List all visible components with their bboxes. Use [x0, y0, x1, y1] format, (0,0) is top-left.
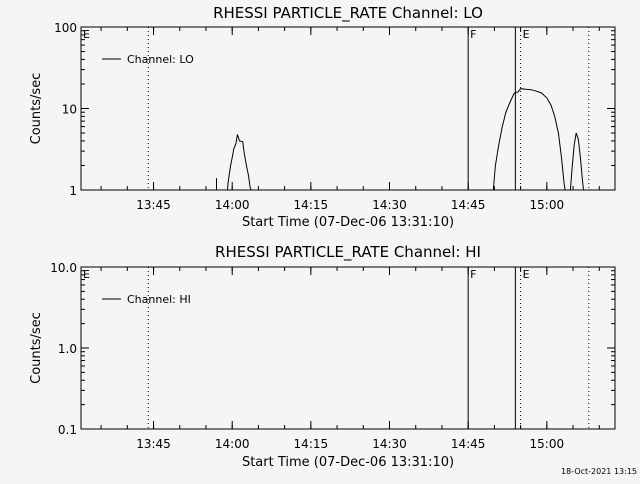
event-marker-label: F	[470, 28, 476, 41]
x-tick-label: 14:30	[372, 437, 407, 451]
y-tick-label: 1	[69, 184, 77, 198]
footer-timestamp: 18-Oct-2021 13:15	[561, 467, 637, 476]
y-tick-label: 10	[62, 103, 77, 117]
x-tick-label: 15:00	[530, 437, 565, 451]
event-marker-label: E	[83, 28, 90, 41]
x-tick-label: 13:45	[136, 198, 171, 212]
x-tick-label: 14:15	[294, 198, 329, 212]
event-marker-label: E	[523, 268, 530, 281]
panel-lo: RHESSI PARTICLE_RATE Channel: LO 1 10 100 Co…	[29, 4, 616, 230]
x-axis-label: Start Time (07-Dec-06 13:31:10)	[242, 215, 454, 230]
panel-hi: RHESSI PARTICLE_RATE Channel: HI 0.1 1.0 10…	[29, 243, 616, 470]
x-axis-label: Start Time (07-Dec-06 13:31:10)	[242, 455, 454, 470]
series-line	[569, 132, 584, 191]
y-tick-label: 0.1	[58, 423, 77, 437]
y-tick-label: 1.0	[58, 342, 77, 356]
event-marker-label: F	[470, 268, 476, 281]
series-line	[227, 134, 252, 191]
chart-title: RHESSI PARTICLE_RATE Channel: HI	[215, 243, 481, 262]
y-axis-label: Counts/sec	[29, 312, 44, 384]
legend-label: Channel: HI	[127, 293, 191, 306]
plot-frame	[80, 266, 616, 430]
x-tick-label: 15:00	[530, 198, 565, 212]
event-marker-label: E	[83, 268, 90, 281]
x-tick-label: 14:00	[215, 198, 250, 212]
x-tick-label: 13:45	[136, 437, 171, 451]
chart-title: RHESSI PARTICLE_RATE Channel: LO	[213, 4, 483, 23]
y-tick-label: 10.0	[50, 261, 77, 275]
legend-label: Channel: LO	[127, 53, 194, 66]
event-marker-label: E	[523, 28, 530, 41]
plot-frame	[80, 26, 616, 191]
y-tick-label: 100	[54, 21, 77, 35]
x-tick-label: 14:15	[294, 437, 329, 451]
y-axis-label: Counts/sec	[29, 73, 44, 145]
x-tick-label: 14:00	[215, 437, 250, 451]
x-tick-label: 14:45	[451, 198, 486, 212]
x-tick-label: 14:45	[451, 437, 486, 451]
series-line	[492, 88, 566, 191]
x-tick-label: 14:30	[372, 198, 407, 212]
